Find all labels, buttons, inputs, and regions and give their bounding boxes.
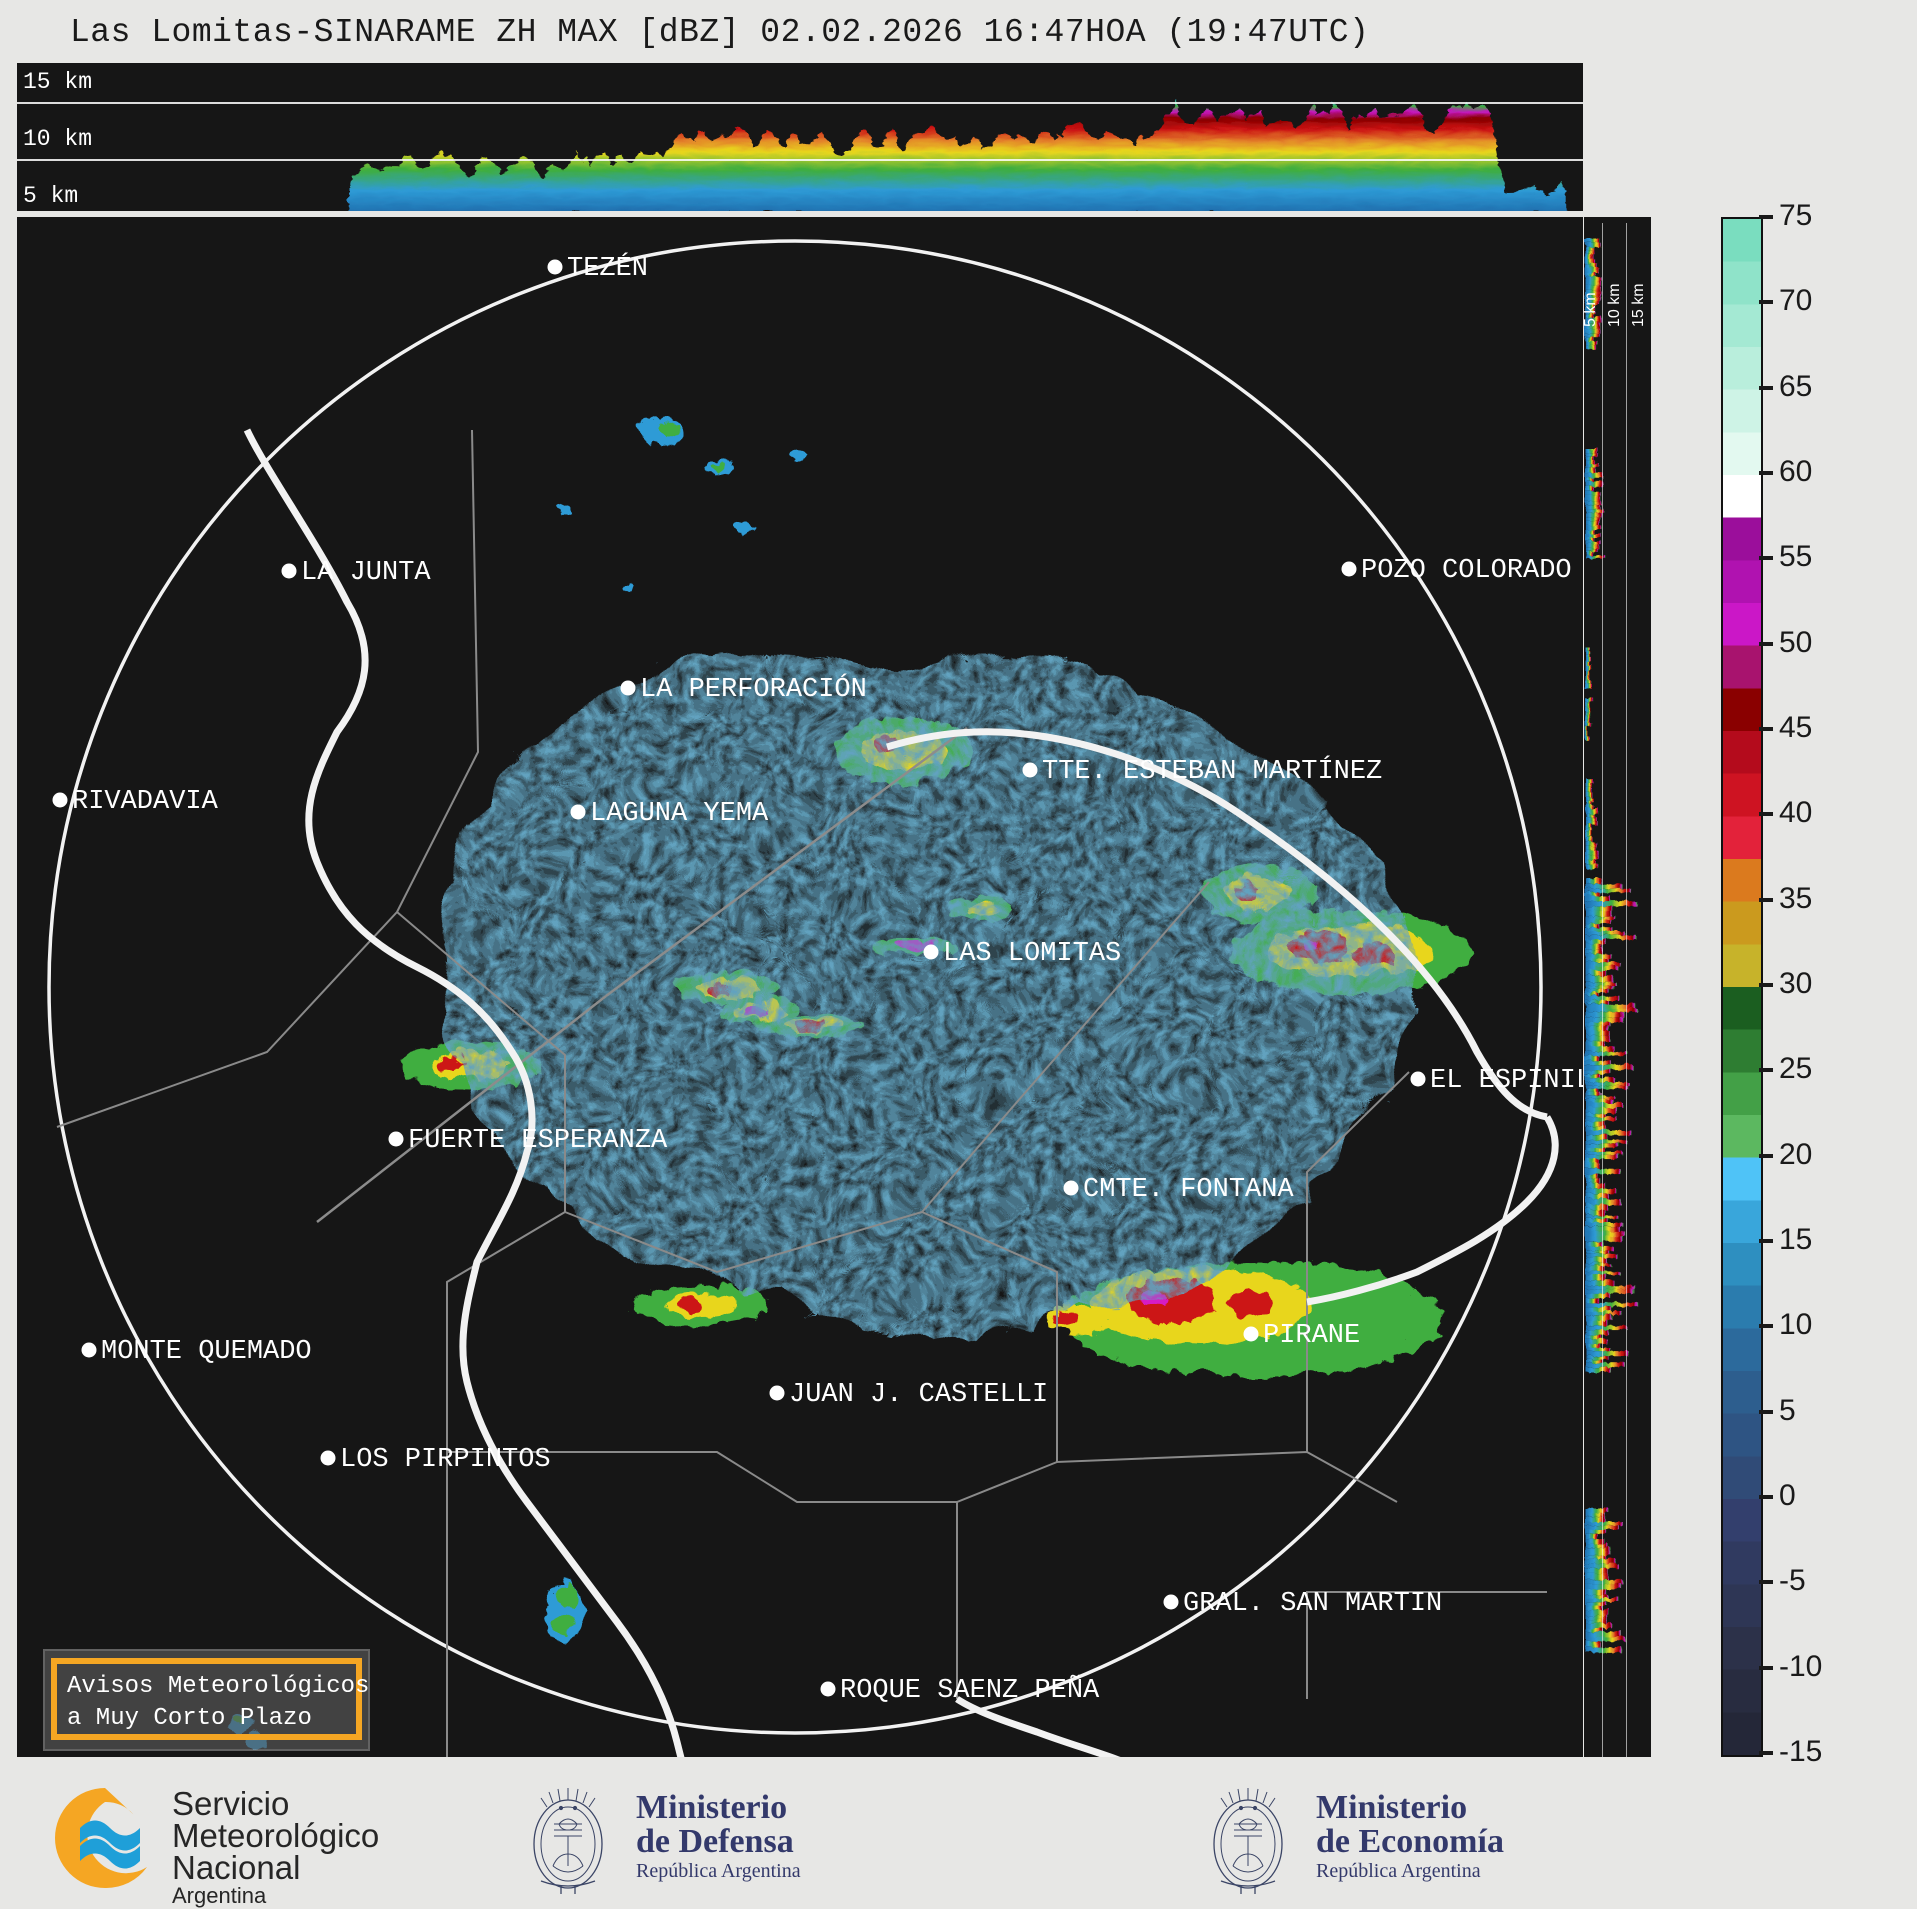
svg-text:RIVADAVIA: RIVADAVIA — [72, 787, 219, 817]
svg-text:ROQUE SAENZ PEÑA: ROQUE SAENZ PEÑA — [840, 1674, 1100, 1706]
svg-text:15 km: 15 km — [23, 69, 92, 95]
svg-text:LAGUNA YEMA: LAGUNA YEMA — [590, 799, 769, 829]
svg-text:LAS LOMITAS: LAS LOMITAS — [943, 939, 1121, 969]
svg-text:GRAL. SAN MARTIN: GRAL. SAN MARTIN — [1183, 1589, 1442, 1619]
svg-text:10 km: 10 km — [23, 126, 92, 152]
svg-text:TEZÉN: TEZÉN — [567, 252, 648, 284]
svg-text:POZO COLORADO: POZO COLORADO — [1361, 556, 1572, 586]
svg-text:LA PERFORACIÓN: LA PERFORACIÓN — [640, 672, 867, 705]
svg-text:República Argentina: República Argentina — [1316, 1860, 1481, 1882]
svg-text:LOS PIRPINTOS: LOS PIRPINTOS — [340, 1445, 551, 1475]
svg-text:República Argentina: República Argentina — [636, 1860, 801, 1882]
svg-text:TTE. ESTEBAN MARTÍNEZ: TTE. ESTEBAN MARTÍNEZ — [1042, 755, 1382, 787]
svg-text:EL ESPINILLO: EL ESPINILLO — [1430, 1066, 1583, 1096]
svg-text:LA JUNTA: LA JUNTA — [301, 558, 431, 588]
svg-text:MONTE QUEMADO: MONTE QUEMADO — [101, 1337, 312, 1367]
svg-text:Ministerio: Ministerio — [636, 1789, 787, 1826]
svg-text:PIRANE: PIRANE — [1263, 1321, 1360, 1351]
svg-text:FUERTE ESPERANZA: FUERTE ESPERANZA — [408, 1126, 668, 1156]
svg-text:de Economía: de Economía — [1316, 1823, 1504, 1860]
svg-text:a Muy Corto Plazo: a Muy Corto Plazo — [67, 1705, 312, 1732]
svg-text:JUAN J. CASTELLI: JUAN J. CASTELLI — [789, 1380, 1048, 1410]
svg-text:5 km: 5 km — [23, 183, 78, 209]
svg-text:Avisos Meteorológicos: Avisos Meteorológicos — [67, 1673, 369, 1700]
svg-text:de Defensa: de Defensa — [636, 1823, 794, 1860]
svg-text:CMTE. FONTANA: CMTE. FONTANA — [1083, 1175, 1294, 1205]
svg-text:Nacional: Nacional — [172, 1849, 300, 1886]
svg-text:Argentina: Argentina — [172, 1883, 267, 1908]
svg-text:Ministerio: Ministerio — [1316, 1789, 1467, 1826]
